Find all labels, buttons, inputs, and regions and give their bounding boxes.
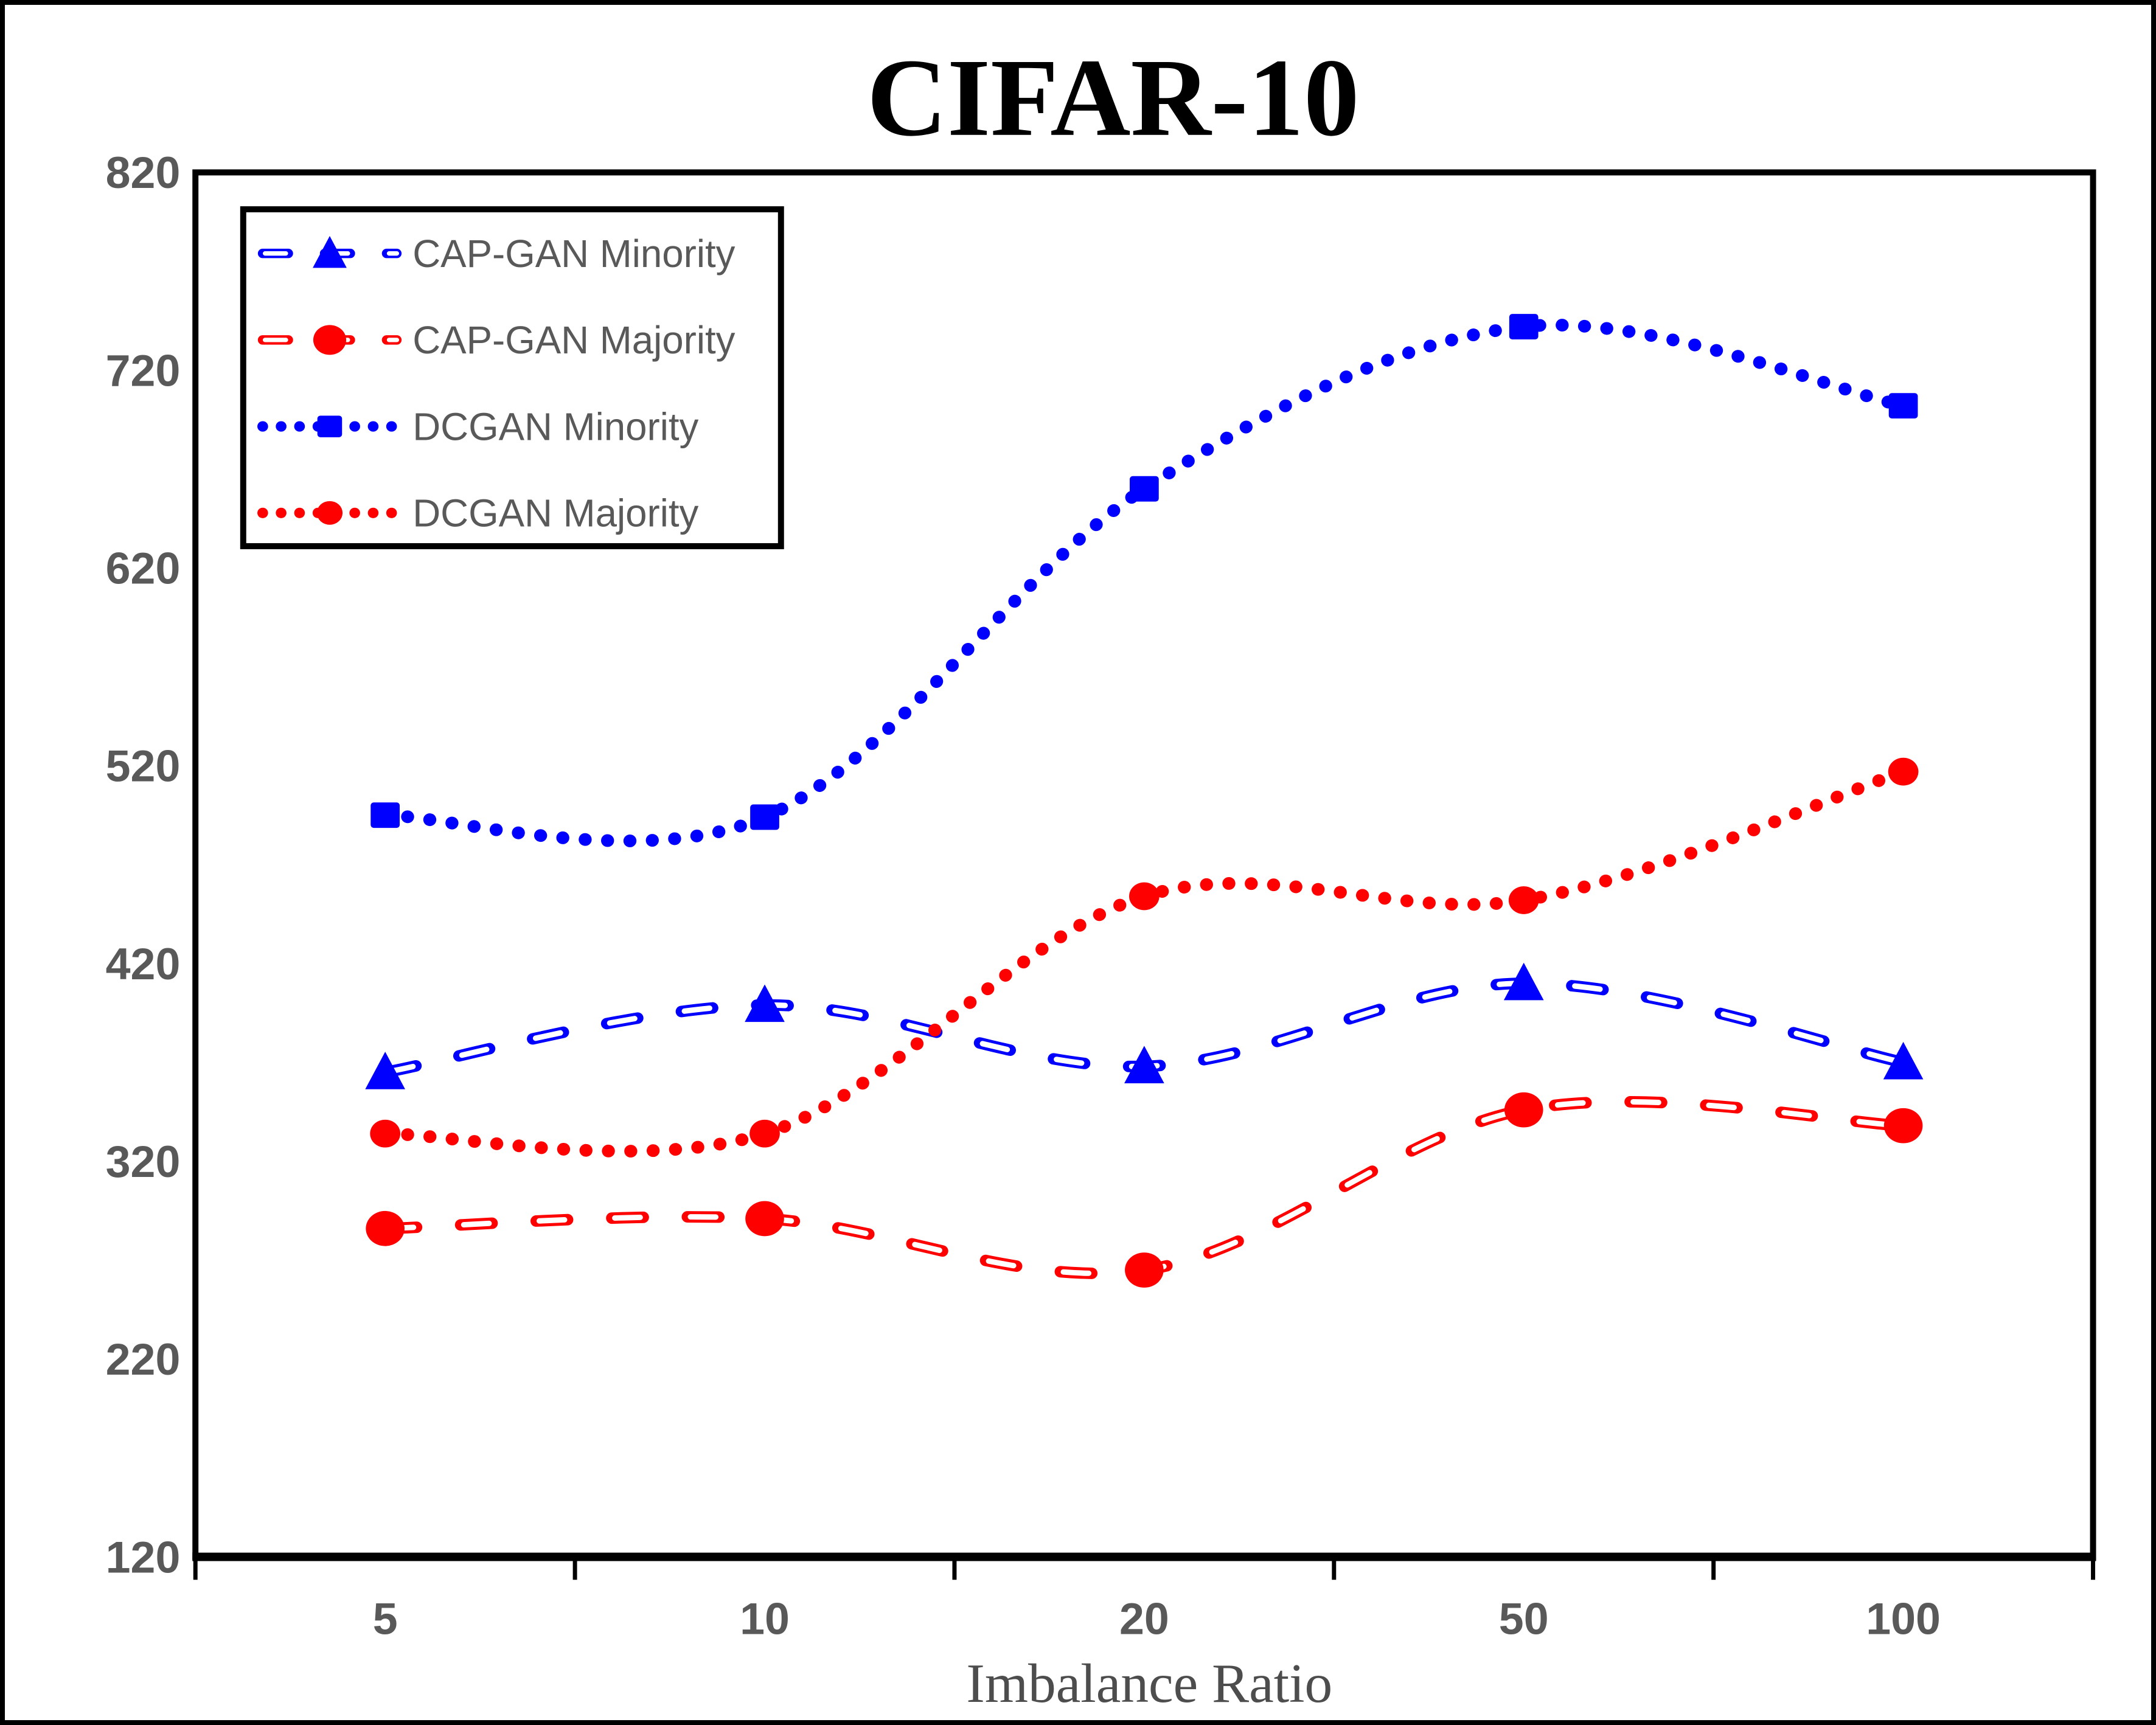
legend-label: DCGAN Minority <box>412 405 698 448</box>
legend-label: CAP-GAN Majority <box>412 319 735 362</box>
x-tick-label: 5 <box>373 1594 398 1644</box>
data-point-marker <box>1509 314 1539 339</box>
y-tick-label: 420 <box>106 939 181 989</box>
y-tick-label: 120 <box>106 1532 181 1582</box>
data-point-marker <box>1504 1092 1543 1128</box>
legend-samples <box>257 235 402 525</box>
y-tick-label: 320 <box>106 1136 181 1187</box>
series-layer <box>365 314 1924 1288</box>
legend: CAP-GAN Minority CAP-GAN Majority DCGAN … <box>240 206 784 549</box>
x-axis-ticks <box>193 1557 2096 1580</box>
data-point-marker <box>313 235 347 268</box>
series-line <box>378 765 1910 1158</box>
x-tick-label: 50 <box>1499 1594 1549 1644</box>
data-point-marker <box>745 984 785 1022</box>
data-point-marker <box>749 1119 780 1148</box>
y-tick-label: 220 <box>106 1334 181 1384</box>
data-point-marker <box>1883 1108 1923 1144</box>
chart-title: CIFAR-10 <box>867 36 1360 159</box>
x-tick-label: 10 <box>740 1594 790 1644</box>
x-tick-label: 100 <box>1866 1594 1941 1644</box>
y-tick-label: 620 <box>106 543 181 594</box>
data-point-marker <box>1888 757 1919 786</box>
data-point-marker <box>1130 476 1159 502</box>
data-point-marker <box>313 325 347 355</box>
y-axis-labels: 820 720 620 520 420 320 220 120 <box>106 147 181 1582</box>
data-point-marker <box>1124 1046 1164 1083</box>
data-point-marker <box>370 802 400 828</box>
y-tick-label: 820 <box>106 147 181 198</box>
data-point-marker <box>1508 886 1539 914</box>
data-point-marker <box>1503 962 1544 1001</box>
data-point-marker <box>317 415 343 437</box>
data-point-marker <box>316 501 343 525</box>
data-point-marker <box>1129 882 1160 911</box>
data-point-marker <box>365 1052 405 1089</box>
data-point-marker <box>745 1201 784 1237</box>
y-tick-label: 720 <box>106 345 181 395</box>
data-point-marker <box>1888 393 1918 419</box>
x-axis-title: Imbalance Ratio <box>966 1652 1332 1714</box>
y-tick-label: 520 <box>106 741 181 791</box>
x-tick-label: 20 <box>1119 1594 1169 1644</box>
x-axis-labels: 5 10 20 50 100 <box>373 1594 1941 1644</box>
series-line <box>382 1099 1907 1276</box>
legend-label: DCGAN Majority <box>412 492 698 535</box>
legend-label: CAP-GAN Minority <box>412 232 735 276</box>
series-line <box>379 1096 1910 1279</box>
data-point-marker <box>366 1210 405 1246</box>
data-point-marker <box>1883 1041 1924 1080</box>
data-point-marker <box>1125 1252 1164 1288</box>
data-point-marker <box>370 1119 401 1148</box>
data-point-marker <box>750 804 779 830</box>
